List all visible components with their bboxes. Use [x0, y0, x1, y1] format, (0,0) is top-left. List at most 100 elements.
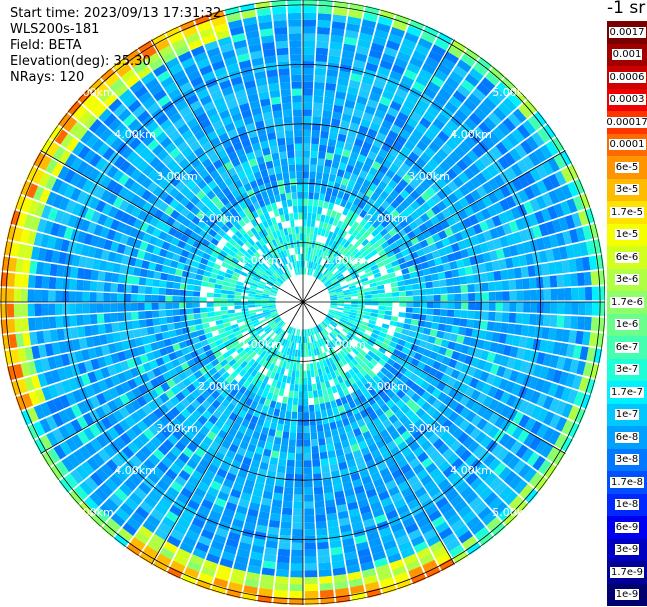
- range-gate: [112, 183, 124, 196]
- range-gate: [354, 412, 363, 422]
- range-gate: [33, 359, 44, 374]
- range-gate: [319, 285, 326, 291]
- range-gate: [406, 62, 421, 75]
- range-gate: [354, 206, 363, 215]
- range-gate: [401, 486, 414, 498]
- range-gate: [243, 145, 254, 155]
- range-gate: [340, 267, 348, 274]
- range-gate: [132, 105, 146, 118]
- range-gate: [228, 237, 237, 246]
- range-gate: [464, 205, 475, 217]
- range-gate: [67, 453, 81, 468]
- range-gate: [335, 289, 343, 293]
- range-gate: [222, 408, 232, 418]
- range-gate: [318, 265, 324, 273]
- range-gate: [114, 209, 125, 221]
- range-gate: [0, 303, 8, 318]
- range-gate: [7, 318, 16, 333]
- range-gate: [420, 261, 430, 270]
- range-gate: [134, 337, 144, 347]
- range-gate: [349, 2, 365, 13]
- range-gate: [318, 324, 324, 331]
- range-gate: [325, 317, 332, 323]
- range-gate: [448, 358, 458, 369]
- range-gate: [536, 352, 546, 365]
- range-gate: [341, 474, 352, 484]
- range-gate: [222, 318, 230, 324]
- range-gate: [268, 210, 275, 219]
- range-gate: [318, 339, 323, 347]
- range-gate: [429, 170, 441, 182]
- range-gate: [293, 283, 298, 290]
- range-gate: [285, 290, 292, 295]
- range-gate: [296, 356, 301, 364]
- range-gate: [109, 473, 123, 487]
- range-gate: [244, 450, 255, 460]
- range-gate: [119, 483, 133, 497]
- range-gate: [277, 374, 284, 382]
- range-gate: [88, 78, 104, 93]
- range-gate: [279, 337, 285, 345]
- range-gate: [501, 76, 516, 92]
- range-gate: [248, 358, 256, 367]
- range-gate: [316, 302, 324, 304]
- range-gate: [311, 137, 320, 145]
- range-gate: [454, 146, 466, 159]
- range-gate: [349, 173, 359, 183]
- range-gate: [309, 321, 313, 329]
- range-gate: [331, 118, 341, 127]
- range-gate: [284, 291, 291, 296]
- range-gate: [308, 314, 313, 321]
- range-gate: [247, 443, 257, 453]
- range-gate: [446, 120, 459, 133]
- range-gate: [216, 165, 227, 175]
- range-gate: [363, 365, 372, 374]
- range-gate: [110, 353, 120, 364]
- range-gate: [131, 511, 146, 525]
- range-gate: [381, 174, 392, 185]
- range-gate: [180, 321, 189, 328]
- range-gate: [369, 249, 378, 257]
- range-gate: [428, 509, 442, 522]
- range-gate: [380, 253, 389, 261]
- range-gate: [388, 33, 403, 45]
- range-gate: [333, 269, 341, 276]
- range-gate: [266, 259, 273, 267]
- range-gate: [389, 189, 400, 200]
- range-gate: [344, 323, 353, 330]
- range-gate: [235, 264, 244, 271]
- range-gate: [250, 317, 258, 322]
- range-gate: [437, 130, 450, 143]
- range-gate: [206, 430, 217, 441]
- range-gate: [470, 235, 480, 246]
- range-gate: [208, 228, 217, 238]
- range-gate: [255, 272, 263, 278]
- range-gate: [40, 234, 50, 248]
- range-gate: [448, 388, 459, 399]
- range-gate: [22, 259, 31, 274]
- range-gate: [221, 314, 229, 320]
- range-gate: [510, 440, 523, 455]
- range-gate: [401, 248, 410, 257]
- range-gate: [435, 240, 445, 250]
- range-gate: [444, 155, 456, 168]
- range-gate: [199, 366, 209, 375]
- range-gate: [228, 466, 239, 476]
- range-gate: [205, 163, 216, 174]
- range-gate: [157, 444, 170, 456]
- range-gate: [328, 216, 335, 225]
- range-gate: [67, 377, 78, 391]
- range-gate: [451, 269, 460, 278]
- range-gate: [351, 248, 359, 256]
- range-gate: [565, 214, 576, 230]
- range-gate: [233, 268, 242, 274]
- range-gate: [377, 570, 393, 581]
- range-gate: [441, 419, 453, 431]
- range-gate: [333, 226, 341, 235]
- range-gate: [275, 253, 281, 261]
- range-gate: [297, 308, 301, 315]
- range-gate: [359, 274, 368, 280]
- range-gate: [209, 169, 220, 180]
- range-gate: [88, 168, 101, 182]
- range-gate: [322, 345, 328, 353]
